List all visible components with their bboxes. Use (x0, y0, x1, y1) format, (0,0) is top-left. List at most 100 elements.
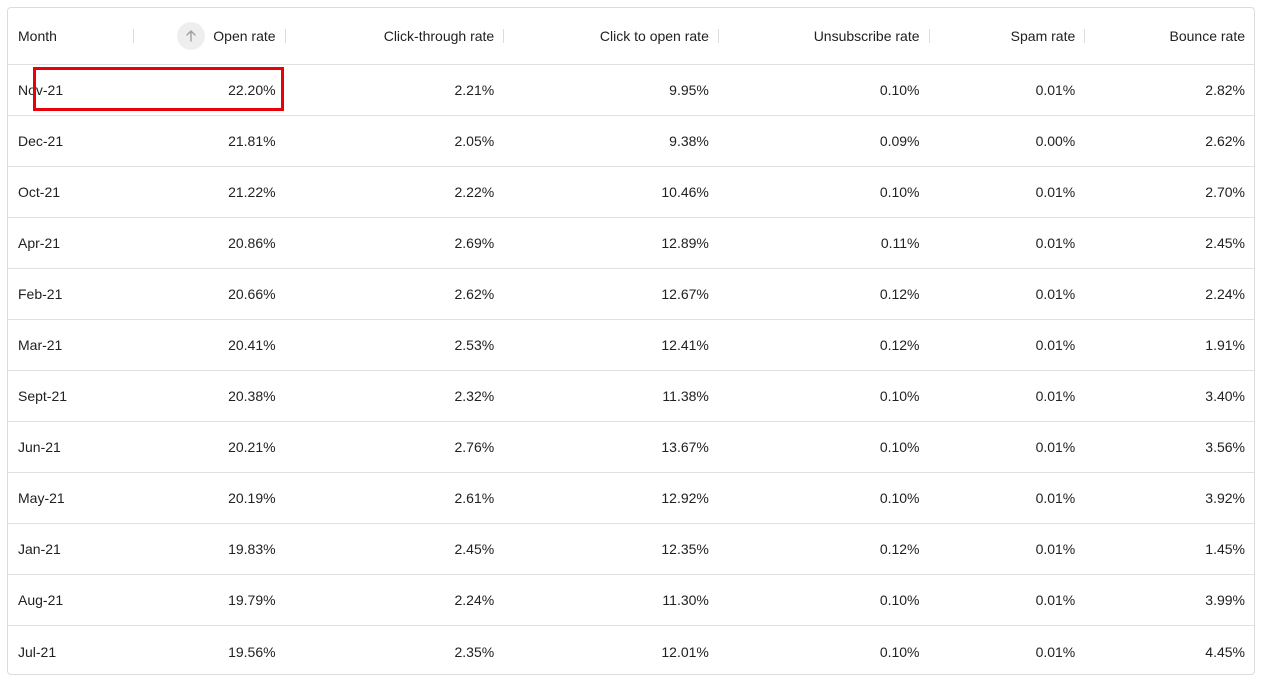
cell-click-to-open-rate: 12.01% (661, 643, 709, 660)
table-row[interactable]: Jul-21 19.56% 2.35% 12.01% 0.10% 0.01% 4.45% (8, 626, 1254, 674)
cell-click-to-open-rate: 11.30% (662, 592, 709, 608)
column-header-label: Bounce rate (1169, 28, 1246, 44)
cell-unsubscribe-rate: 0.10% (879, 388, 920, 404)
cell-open-rate: 20.19% (228, 490, 276, 506)
table-row[interactable]: Nov-21 22.20% 2.21% 9.95% 0.10% 0.01% 2.82% (8, 65, 1254, 116)
cell-bounce-rate: 2.70% (1205, 184, 1245, 200)
cell-open-rate: 19.79% (228, 592, 276, 608)
cell-month: Aug-21 (18, 592, 64, 608)
cell-unsubscribe-rate: 0.10% (879, 82, 920, 98)
table-row[interactable]: Dec-21 21.81% 2.05% 9.38% 0.09% 0.00% 2.62% (8, 116, 1254, 167)
column-header-unsubscribe-rate[interactable]: Unsubscribe rate (719, 8, 930, 64)
cell-bounce-rate: 3.99% (1205, 592, 1245, 608)
cell-spam-rate: 0.01% (1035, 643, 1076, 660)
cell-unsubscribe-rate: 0.10% (879, 490, 920, 506)
cell-click-through-rate: 2.62% (454, 286, 495, 302)
cell-month: May-21 (18, 490, 65, 506)
cell-click-through-rate: 2.21% (454, 82, 495, 98)
cell-open-rate: 21.22% (228, 184, 276, 200)
cell-bounce-rate: 4.45% (1205, 643, 1245, 660)
cell-bounce-rate: 2.62% (1205, 133, 1245, 149)
table-row[interactable]: Sept-21 20.38% 2.32% 11.38% 0.10% 0.01% 3.40% (8, 371, 1254, 422)
email-metrics-table: Month Open rate Click-through rate Click… (7, 7, 1255, 675)
table-row[interactable]: Oct-21 21.22% 2.22% 10.46% 0.10% 0.01% 2.70% (8, 167, 1254, 218)
cell-spam-rate: 0.01% (1035, 184, 1076, 200)
cell-spam-rate: 0.01% (1035, 82, 1076, 98)
column-header-month[interactable]: Month (8, 8, 134, 64)
column-header-open-rate[interactable]: Open rate (134, 8, 286, 64)
cell-click-through-rate: 2.61% (454, 490, 495, 506)
cell-unsubscribe-rate: 0.10% (879, 439, 920, 455)
cell-bounce-rate: 2.45% (1205, 235, 1245, 251)
cell-click-to-open-rate: 9.38% (669, 133, 709, 149)
cell-open-rate: 20.86% (228, 235, 276, 251)
table-body: Nov-21 22.20% 2.21% 9.95% 0.10% 0.01% 2.82% Dec… (8, 65, 1254, 674)
cell-click-to-open-rate: 9.95% (669, 82, 709, 98)
cell-unsubscribe-rate: 0.10% (879, 643, 920, 660)
table-header-row: Month Open rate Click-through rate Click… (8, 8, 1254, 65)
cell-open-rate: 20.38% (228, 388, 276, 404)
cell-bounce-rate: 1.91% (1205, 337, 1245, 353)
cell-click-to-open-rate: 12.35% (661, 541, 709, 557)
arrow-up-icon (186, 30, 196, 42)
cell-bounce-rate: 3.56% (1205, 439, 1245, 455)
cell-click-through-rate: 2.35% (454, 643, 495, 660)
cell-click-to-open-rate: 13.67% (661, 439, 709, 455)
cell-open-rate: 22.20% (228, 82, 276, 98)
cell-click-to-open-rate: 12.41% (661, 337, 709, 353)
cell-spam-rate: 0.01% (1035, 388, 1076, 404)
cell-month: Mar-21 (18, 337, 63, 353)
cell-month: Oct-21 (18, 184, 61, 200)
cell-click-through-rate: 2.69% (454, 235, 495, 251)
cell-spam-rate: 0.01% (1035, 541, 1076, 557)
cell-bounce-rate: 3.92% (1205, 490, 1245, 506)
column-header-label: Spam rate (1010, 28, 1076, 44)
column-header-label: Click-through rate (383, 28, 495, 44)
cell-click-to-open-rate: 12.89% (661, 235, 709, 251)
cell-open-rate: 20.66% (228, 286, 276, 302)
cell-open-rate: 20.41% (228, 337, 276, 353)
table-row[interactable]: Jun-21 20.21% 2.76% 13.67% 0.10% 0.01% 3.56% (8, 422, 1254, 473)
cell-month: Jun-21 (18, 439, 61, 455)
cell-open-rate: 19.56% (228, 643, 276, 660)
cell-click-through-rate: 2.22% (454, 184, 495, 200)
table-row[interactable]: Jan-21 19.83% 2.45% 12.35% 0.12% 0.01% 1.45% (8, 524, 1254, 575)
cell-spam-rate: 0.01% (1035, 235, 1076, 251)
cell-click-through-rate: 2.76% (454, 439, 495, 455)
cell-month: Sept-21 (18, 388, 68, 404)
table-row[interactable]: Apr-21 20.86% 2.69% 12.89% 0.11% 0.01% 2.45% (8, 218, 1254, 269)
column-header-bounce-rate[interactable]: Bounce rate (1085, 8, 1254, 64)
cell-click-through-rate: 2.32% (454, 388, 495, 404)
cell-month: Jul-21 (18, 643, 57, 660)
table-row[interactable]: May-21 20.19% 2.61% 12.92% 0.10% 0.01% 3.92% (8, 473, 1254, 524)
cell-open-rate: 20.21% (228, 439, 276, 455)
cell-click-through-rate: 2.53% (454, 337, 495, 353)
cell-unsubscribe-rate: 0.12% (879, 541, 920, 557)
cell-month: Jan-21 (18, 541, 61, 557)
cell-unsubscribe-rate: 0.12% (879, 286, 920, 302)
cell-open-rate: 21.81% (228, 133, 276, 149)
cell-month: Nov-21 (18, 82, 64, 98)
cell-click-to-open-rate: 10.46% (661, 184, 709, 200)
cell-spam-rate: 0.01% (1035, 286, 1076, 302)
cell-click-through-rate: 2.05% (454, 133, 495, 149)
cell-unsubscribe-rate: 0.10% (879, 184, 920, 200)
cell-month: Feb-21 (18, 286, 63, 302)
cell-spam-rate: 0.01% (1035, 439, 1076, 455)
table-row[interactable]: Aug-21 19.79% 2.24% 11.30% 0.10% 0.01% 3.99% (8, 575, 1254, 626)
column-header-spam-rate[interactable]: Spam rate (930, 8, 1086, 64)
sort-ascending-button[interactable] (177, 22, 206, 50)
cell-bounce-rate: 2.82% (1205, 82, 1245, 98)
cell-click-through-rate: 2.45% (454, 541, 495, 557)
column-header-label: Month (18, 28, 57, 44)
cell-month: Apr-21 (18, 235, 61, 251)
table-row[interactable]: Mar-21 20.41% 2.53% 12.41% 0.12% 0.01% 1.91% (8, 320, 1254, 371)
column-header-click-to-open-rate[interactable]: Click to open rate (504, 8, 719, 64)
cell-click-to-open-rate: 11.38% (662, 388, 709, 404)
cell-unsubscribe-rate: 0.10% (879, 592, 920, 608)
column-header-click-through-rate[interactable]: Click-through rate (286, 8, 505, 64)
cell-unsubscribe-rate: 0.11% (880, 235, 920, 251)
column-header-label: Open rate (213, 28, 276, 44)
table-row[interactable]: Feb-21 20.66% 2.62% 12.67% 0.12% 0.01% 2.24% (8, 269, 1254, 320)
cell-unsubscribe-rate: 0.09% (879, 133, 920, 149)
